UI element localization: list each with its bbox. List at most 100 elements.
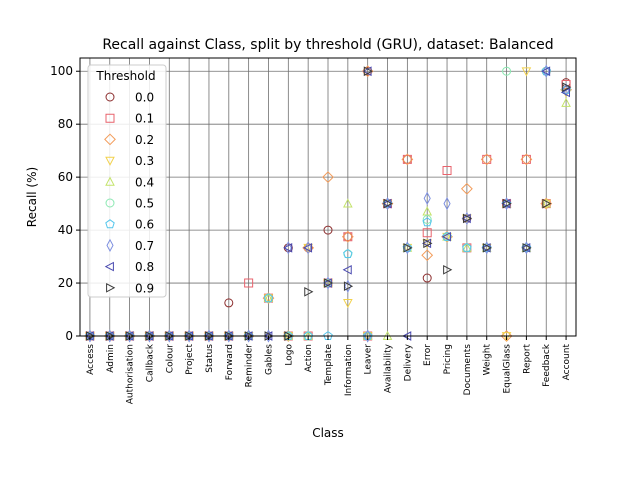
data-point	[383, 198, 393, 209]
data-point	[245, 329, 253, 343]
data-point	[343, 299, 353, 309]
data-point	[443, 264, 453, 275]
data-point	[205, 329, 213, 343]
data-point	[521, 67, 532, 77]
x-tick-label: Access	[86, 344, 96, 375]
data-point	[422, 215, 432, 225]
x-tick-label: Delivery	[403, 343, 413, 381]
x-tick-label: Availability	[384, 343, 394, 393]
x-tick-label: Status	[205, 344, 215, 373]
data-point	[520, 153, 533, 166]
x-tick-label: Callback	[145, 343, 155, 382]
data-point	[343, 248, 353, 258]
data-point	[225, 329, 233, 343]
data-point	[422, 273, 432, 283]
data-point	[343, 281, 354, 292]
legend-marker	[105, 156, 115, 166]
x-tick-label: Report	[522, 344, 532, 374]
data-point	[421, 249, 434, 262]
data-point	[441, 231, 451, 242]
data-point	[542, 64, 550, 78]
legend: Threshold 0.0 0.1 0.2 0.3 0.4 0.5 0.6 0.7 0.8 0.9	[87, 64, 167, 298]
data-point	[324, 276, 332, 290]
data-point	[502, 66, 512, 76]
legend-marker	[105, 113, 115, 123]
data-point	[502, 196, 511, 211]
data-point	[324, 278, 334, 288]
x-axis: Access Admin Authorisation Callback Colour Pr…	[86, 336, 572, 404]
data-point	[462, 214, 472, 224]
x-tick-label: Colour	[165, 344, 175, 374]
data-point	[562, 82, 572, 92]
y-axis: 0 20 40 60 80 100	[50, 64, 80, 343]
x-tick-label: Gables	[264, 344, 274, 375]
data-point	[364, 329, 372, 343]
legend-label: 0.2	[135, 133, 154, 147]
data-point	[244, 278, 254, 288]
legend-marker	[106, 238, 114, 253]
data-point	[283, 243, 293, 253]
data-point	[303, 243, 313, 254]
legend-label: 0.9	[135, 281, 154, 295]
data-point	[401, 153, 414, 166]
y-tick-label: 80	[58, 117, 73, 131]
legend-marker	[104, 261, 114, 272]
data-point	[423, 238, 433, 249]
data-point	[343, 198, 353, 208]
x-tick-label: Account	[562, 344, 572, 381]
data-point	[403, 243, 413, 253]
data-point	[522, 241, 530, 255]
data-point	[423, 191, 431, 205]
data-point	[383, 196, 392, 211]
legend-label: 0.4	[135, 175, 154, 189]
data-point	[145, 329, 154, 343]
data-point	[304, 241, 312, 255]
x-tick-label: Documents	[463, 344, 473, 396]
x-tick-label: Forward	[225, 344, 235, 380]
x-axis-label: Class	[312, 426, 344, 440]
data-point	[165, 329, 173, 343]
legend-marker	[105, 176, 115, 186]
data-point	[422, 217, 432, 227]
legend-box	[87, 64, 167, 298]
data-point	[422, 206, 433, 216]
x-tick-label: Project	[185, 344, 195, 375]
data-point	[264, 329, 273, 343]
x-tick-label: Reminder	[245, 344, 255, 388]
x-tick-label: Authorisation	[126, 344, 136, 404]
x-tick-label: Feedback	[542, 343, 552, 387]
data-point	[462, 213, 473, 224]
data-point	[540, 66, 551, 77]
data-point	[86, 329, 94, 343]
data-point	[483, 241, 491, 255]
data-point	[463, 211, 471, 226]
x-tick-label: Weight	[483, 344, 493, 376]
data-point	[344, 279, 352, 293]
data-point	[442, 166, 452, 176]
data-point	[302, 243, 313, 253]
data-point	[284, 241, 292, 255]
data-point	[106, 329, 114, 343]
legend-label: 0.5	[135, 197, 154, 211]
x-tick-label: Template	[324, 344, 334, 387]
data-point	[560, 87, 570, 98]
y-axis-label: Recall (%)	[25, 167, 39, 227]
y-tick-label: 0	[65, 329, 73, 343]
x-tick-label: Admin	[106, 344, 116, 373]
data-point	[541, 198, 552, 208]
x-tick-label: Error	[423, 344, 433, 366]
x-tick-label: Information	[344, 344, 354, 396]
data-point	[323, 277, 333, 287]
data-point	[482, 243, 492, 253]
data-point	[542, 198, 552, 209]
legend-label: 0.8	[135, 260, 154, 274]
data-point	[304, 286, 314, 297]
data-point	[522, 243, 532, 253]
data-point	[502, 198, 512, 209]
x-tick-label: EqualGlass	[503, 344, 513, 394]
chart-title: Recall against Class, split by threshold…	[102, 37, 553, 53]
data-point	[382, 199, 393, 209]
y-tick-label: 100	[50, 64, 73, 78]
x-tick-label: Action	[304, 344, 314, 372]
